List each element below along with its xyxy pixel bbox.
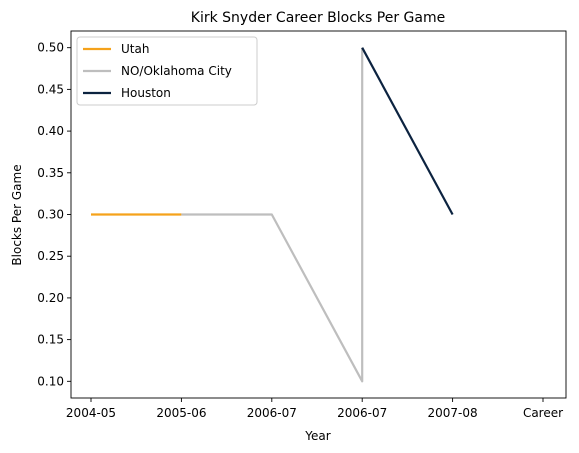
legend-label-1: NO/Oklahoma City [121,64,232,78]
y-tick-label-2: 0.20 [37,291,64,305]
y-tick-label-5: 0.35 [37,166,64,180]
x-tick-label-4: 2007-08 [428,406,478,420]
legend-label-2: Houston [121,86,171,100]
y-tick-label-7: 0.45 [37,82,64,96]
x-tick-label-5: Career [523,406,563,420]
series-line-2 [361,47,454,216]
chart-title: Kirk Snyder Career Blocks Per Game [191,10,445,26]
y-tick-label-1: 0.15 [37,333,64,347]
y-tick-label-0: 0.10 [37,374,64,388]
y-tick-label-4: 0.30 [37,208,64,222]
legend-label-0: Utah [121,42,149,56]
y-tick-label-6: 0.40 [37,124,64,138]
x-tick-label-0: 2004-05 [66,406,116,420]
x-tick-label-2: 2006-07 [247,406,297,420]
y-axis-label: Blocks Per Game [10,164,24,265]
x-axis-label: Year [304,429,330,443]
legend-box [76,36,258,106]
series-line-1 [181,47,364,383]
x-tick-label-1: 2005-06 [156,406,206,420]
y-tick-label-3: 0.25 [37,249,64,263]
y-tick-label-8: 0.50 [37,41,64,55]
plot-area: 2004-05 2005-06 2006-07 2006-07 2007-08 Caree… [37,30,567,420]
legend: Utah NO/Oklahoma City Houston [76,36,258,106]
x-tick-label-3: 2006-07 [337,406,387,420]
